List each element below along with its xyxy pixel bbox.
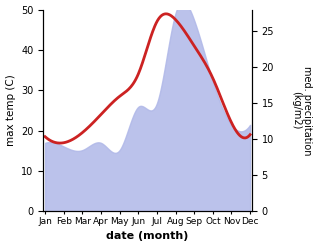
Y-axis label: med. precipitation
(kg/m2): med. precipitation (kg/m2) bbox=[291, 66, 313, 155]
Y-axis label: max temp (C): max temp (C) bbox=[5, 75, 16, 146]
X-axis label: date (month): date (month) bbox=[107, 231, 189, 242]
